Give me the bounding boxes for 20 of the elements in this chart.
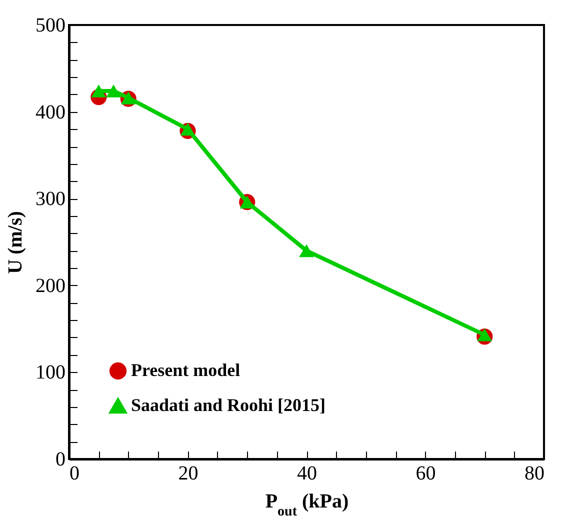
x-tick-label: 60 xyxy=(416,462,436,484)
x-tick-label: 40 xyxy=(297,462,317,484)
y-axis-title: U (m/s) xyxy=(4,211,26,274)
x-tick-label: 20 xyxy=(178,462,198,484)
point xyxy=(180,122,196,136)
x-axis-title: P$_{out}$ (kPa) xyxy=(265,490,349,519)
y-tick-label: 500 xyxy=(36,14,66,36)
x-tick-label: 80 xyxy=(524,462,544,484)
point xyxy=(477,328,492,342)
y-tick-label: 300 xyxy=(36,188,66,210)
y-tick-label: 200 xyxy=(36,274,66,297)
point xyxy=(91,84,106,98)
point xyxy=(106,84,121,98)
point xyxy=(299,244,314,258)
y-tick-label: 0 xyxy=(56,448,66,470)
y-tick-label: 400 xyxy=(36,101,66,124)
y-tick-label: 100 xyxy=(36,362,66,384)
legend-label: Present model xyxy=(131,360,240,380)
legend-label: Saadati and Roohi [2015] xyxy=(131,395,326,415)
x-tick-label: 0 xyxy=(70,462,80,484)
